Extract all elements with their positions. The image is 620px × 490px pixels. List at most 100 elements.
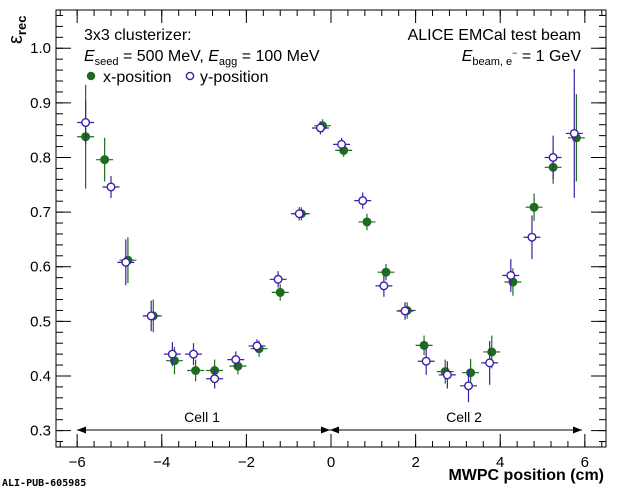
arrow-mid-left-head — [321, 426, 330, 434]
y-tick-label: 0.9 — [30, 95, 51, 112]
y-tick-label: 0.4 — [30, 368, 51, 385]
data-point — [375, 274, 393, 297]
point-marker — [191, 366, 201, 376]
cell-arrows: Cell 1 Cell 2 — [77, 408, 582, 434]
cell1-label: Cell 1 — [184, 409, 220, 425]
data-point — [567, 94, 585, 182]
watermark: ALI-PUB-605985 — [2, 478, 86, 489]
x-tick-label: −6 — [69, 454, 86, 471]
y-axis: 0.3 0.4 0.5 0.6 0.7 0.8 0.9 1.0 — [30, 14, 606, 443]
point-marker — [506, 270, 516, 280]
data-point — [565, 68, 583, 198]
y-tick-label: 0.7 — [30, 204, 51, 221]
data-point — [415, 335, 433, 356]
x-axis: −6 −4 −2 0 2 4 6 — [59, 10, 603, 471]
point-marker — [100, 155, 110, 165]
point-marker — [337, 139, 347, 149]
energy-thresholds-text: Eseed = 500 MeV, Eagg = 100 MeV — [84, 48, 320, 68]
cell2-label-bg — [430, 408, 500, 426]
point-marker — [569, 128, 579, 138]
data-point — [142, 300, 160, 332]
x-tick-label: −4 — [153, 454, 170, 471]
data-point — [523, 215, 541, 260]
point-marker — [421, 356, 431, 366]
cell2-label: Cell 2 — [446, 409, 482, 425]
data-point — [544, 135, 562, 180]
point-marker — [231, 355, 241, 365]
data-point — [269, 271, 287, 288]
x-tick-label: 6 — [581, 454, 589, 471]
legend-marker-x — [86, 71, 96, 81]
experiment-text: ALICE EMCal test beam — [408, 27, 581, 44]
point-marker — [464, 381, 474, 391]
arrow-mid-right-head — [330, 426, 339, 434]
y-tick-label: 0.8 — [30, 149, 51, 166]
x-tick-label: 4 — [496, 454, 504, 471]
point-marker — [146, 311, 156, 321]
point-marker — [442, 370, 452, 380]
point-marker — [81, 118, 91, 128]
point-marker — [275, 287, 285, 297]
data-point — [163, 342, 181, 367]
clusterizer-text: 3x3 clusterizer: — [84, 27, 192, 44]
point-marker — [252, 341, 262, 351]
data-point — [377, 264, 395, 281]
data-point — [187, 359, 205, 382]
data-point — [77, 100, 95, 145]
legend-label-y: y-position — [200, 69, 268, 86]
data-point — [333, 137, 351, 151]
point-marker — [188, 349, 198, 359]
arrow-left-head — [77, 426, 86, 434]
x-tick-label: 2 — [411, 454, 419, 471]
point-marker — [358, 196, 368, 206]
arrow-right-head — [573, 426, 582, 434]
point-marker — [315, 123, 325, 133]
point-marker — [381, 267, 391, 277]
point-marker — [294, 209, 304, 219]
y-tick-label: 0.5 — [30, 313, 51, 330]
point-marker — [379, 281, 389, 291]
legend-marker-y — [185, 71, 195, 81]
data-point — [311, 121, 329, 135]
point-marker — [548, 152, 558, 162]
legend: x-position y-position — [86, 69, 268, 86]
point-marker — [527, 232, 537, 242]
data-point — [481, 341, 499, 385]
data-point — [102, 176, 120, 198]
point-marker — [400, 306, 410, 316]
data-series — [77, 68, 585, 403]
point-marker — [273, 274, 283, 284]
point-marker — [121, 257, 131, 267]
y-tick-label: 0.3 — [30, 423, 51, 440]
data-point — [227, 351, 245, 368]
data-point — [502, 259, 520, 292]
data-point — [96, 137, 114, 182]
data-point — [290, 207, 308, 221]
point-marker — [419, 340, 429, 350]
data-point — [117, 239, 135, 286]
point-marker — [529, 202, 539, 212]
cell1-label-bg — [168, 408, 238, 426]
data-point — [460, 369, 477, 403]
data-point — [185, 343, 202, 366]
data-point — [525, 193, 543, 221]
data-point — [354, 192, 372, 209]
y-tick-label: 1.0 — [30, 40, 51, 57]
data-point — [206, 368, 224, 389]
point-marker — [485, 358, 495, 368]
y-tick-label: 0.6 — [30, 259, 51, 276]
data-point — [417, 347, 435, 375]
point-marker — [210, 374, 220, 384]
data-point — [271, 284, 289, 301]
point-marker — [167, 349, 177, 359]
data-point — [438, 361, 456, 389]
x-axis-label: MWPC position (cm) — [448, 467, 604, 484]
beam-energy-text: Ebeam, e− = 1 GeV — [462, 48, 582, 68]
y-axis-label: εrec — [5, 16, 29, 44]
data-point — [396, 302, 414, 320]
point-marker — [106, 182, 116, 192]
data-point — [248, 339, 266, 353]
series-y-position — [77, 68, 583, 403]
point-marker — [362, 217, 372, 227]
